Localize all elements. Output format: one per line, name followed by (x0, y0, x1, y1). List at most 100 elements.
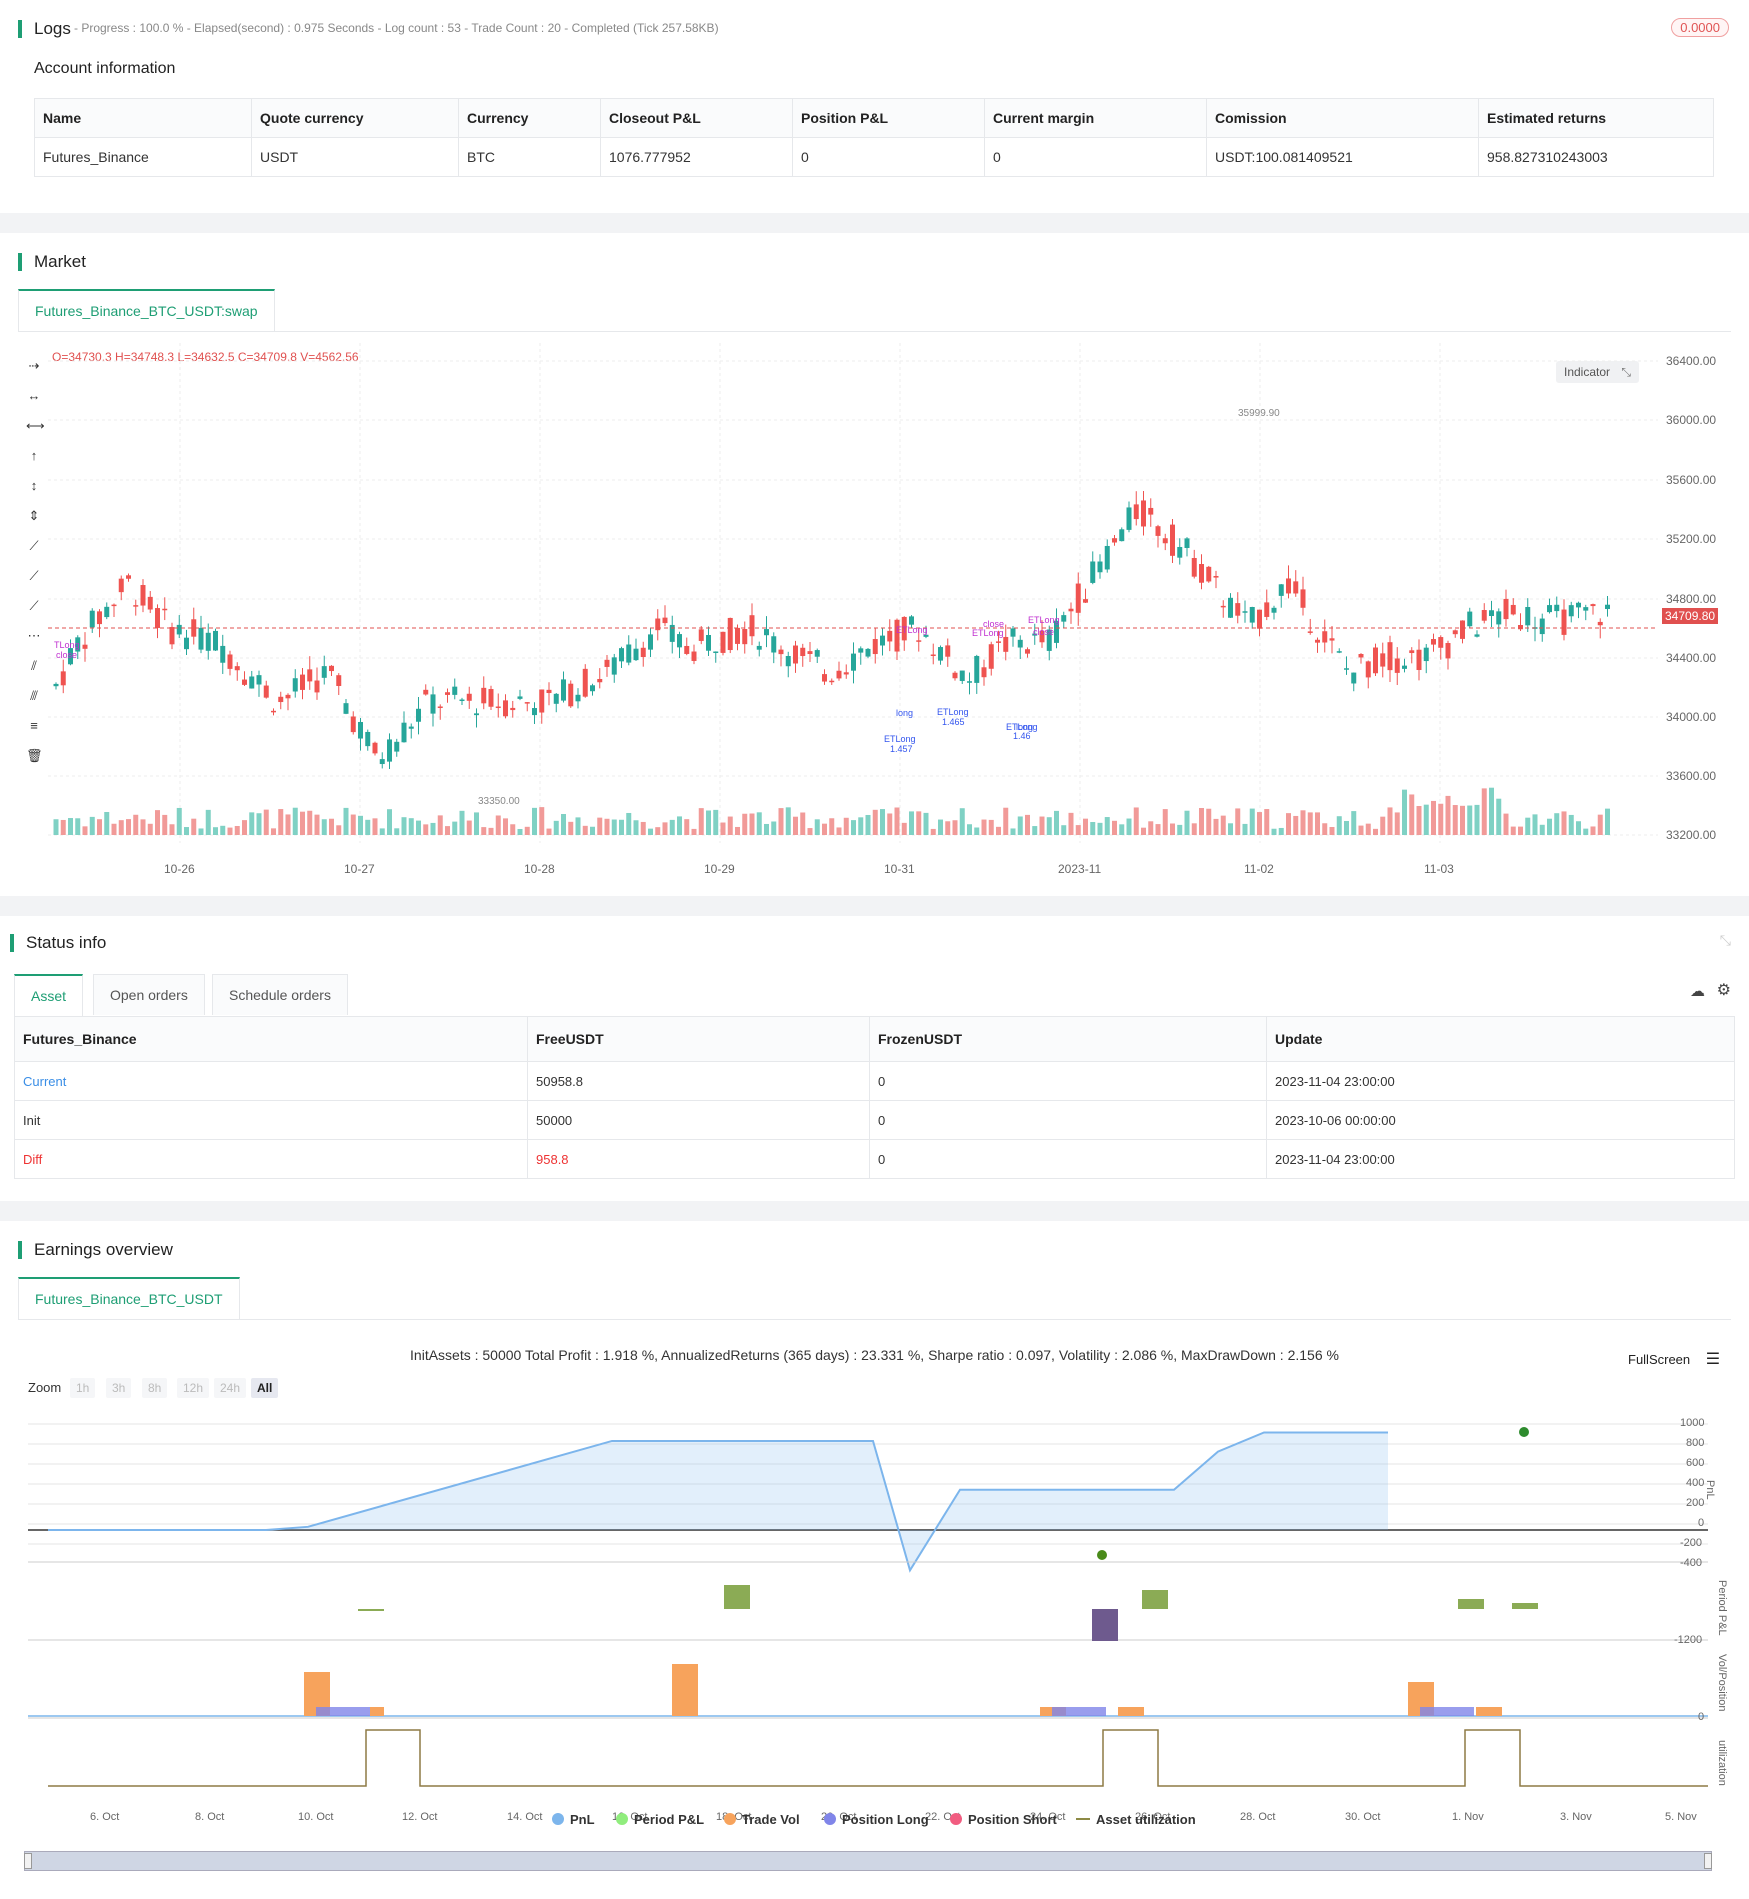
volume-bar (1329, 826, 1335, 835)
tab-open-orders[interactable]: Open orders (93, 974, 205, 1015)
earnings-tab[interactable]: Futures_Binance_BTC_USDT (18, 1277, 240, 1319)
candle-body (1054, 620, 1059, 643)
indicator-button[interactable]: Indicator ⤡ (1556, 361, 1639, 383)
candle-body (452, 686, 458, 695)
volume-bar (1220, 815, 1226, 835)
legend-position-long[interactable]: Position Long (824, 1812, 929, 1827)
account-info-title: Account information (34, 60, 176, 77)
candle-body (829, 680, 835, 683)
logs-title: Logs (18, 20, 71, 38)
candle-body (800, 647, 806, 657)
fibonacci-icon[interactable]: ⫻ (30, 688, 38, 703)
candle-body (343, 703, 349, 714)
volume-bar (1264, 809, 1270, 835)
price-tick: 34800.00 (1666, 592, 1717, 606)
candle-body (387, 739, 392, 762)
candle-body (611, 657, 617, 675)
legend-position-short[interactable]: Position Short (950, 1812, 1057, 1827)
volume-bar (974, 827, 980, 835)
volume-bar (423, 824, 429, 835)
zoom-8h-button[interactable]: 8h (142, 1378, 168, 1398)
candle-body (1344, 668, 1349, 670)
asset-table-header: Futures_Binance FreeUSDT FrozenUSDT Upda… (14, 1016, 1735, 1062)
zoom-1h-button[interactable]: 1h (70, 1378, 96, 1398)
navigator-handle-right[interactable] (1704, 1853, 1712, 1869)
vertical-line-icon[interactable]: ↕ (30, 478, 38, 493)
volume-bar (459, 810, 465, 835)
cloud-download-icon[interactable]: ☁ (1690, 983, 1705, 1000)
ray-line-icon[interactable]: ⟋ (29, 568, 39, 583)
parallel-channel-icon[interactable]: ⫽ (31, 658, 37, 673)
candlestick-chart[interactable]: 35999.90 33350.00 TLong close ETLong clo… (48, 343, 1658, 843)
price-tick: 33200.00 (1666, 828, 1717, 842)
volume-bar (553, 820, 559, 835)
candle-body (1561, 609, 1567, 635)
candle-body (53, 683, 59, 687)
price-tick: 33600.00 (1666, 769, 1717, 783)
vertical-ray-icon[interactable]: ↑ (30, 448, 38, 463)
candle-body (1416, 649, 1422, 671)
volume-bar (930, 828, 936, 835)
candle-body (568, 683, 574, 707)
volume-bar (923, 812, 929, 835)
price-line-icon[interactable]: ⋯ (27, 628, 41, 643)
table-row: Current 50958.8 0 2023-11-04 23:00:00 (14, 1061, 1735, 1101)
legend-pnl[interactable]: PnL (552, 1812, 595, 1827)
fib-lines-icon[interactable]: ≡ (30, 718, 38, 733)
volume-bar (1590, 826, 1596, 835)
candle-body (176, 624, 182, 635)
extended-line-icon[interactable]: ⟋ (29, 598, 39, 613)
candle-body (1481, 610, 1487, 621)
volume-bar (996, 826, 1001, 835)
trash-icon[interactable]: 🗑 (26, 748, 43, 763)
volume-bar (336, 825, 342, 835)
candle-body (945, 645, 951, 657)
tab-asset[interactable]: Asset (14, 974, 84, 1016)
earnings-chart[interactable] (28, 1410, 1718, 1830)
zoom-all-button[interactable]: All (251, 1378, 279, 1398)
market-tab[interactable]: Futures_Binance_BTC_USDT:swap (18, 289, 275, 331)
volume-bar (785, 807, 791, 835)
volume-bar (234, 825, 240, 835)
navigator-scrollbar[interactable] (24, 1851, 1712, 1871)
settings-icon[interactable]: ⚙ (1716, 982, 1731, 999)
time-tick: 24. Oct (1030, 1811, 1066, 1823)
col-margin: Current margin (984, 98, 1207, 138)
zoom-12h-button[interactable]: 12h (177, 1378, 210, 1398)
trade-vol-bar (1118, 1707, 1144, 1716)
collapse-icon[interactable]: ⤡ (1719, 932, 1731, 948)
volume-bar (416, 820, 421, 835)
candle-body (1170, 524, 1175, 556)
candle-body (974, 655, 980, 683)
legend-period-pnl[interactable]: Period P&L (616, 1812, 704, 1827)
candle-body (720, 631, 726, 653)
trend-line-icon[interactable]: ⟋ (29, 538, 39, 553)
fullscreen-button[interactable]: FullScreen ☰ (1628, 1349, 1720, 1369)
candle-body (329, 665, 334, 672)
legend-trade-vol[interactable]: Trade Vol (724, 1812, 800, 1827)
cell: 0 (984, 137, 1207, 177)
zoom-24h-button[interactable]: 24h (214, 1378, 247, 1398)
volume-bar (756, 812, 762, 835)
volume-bar (1532, 814, 1538, 835)
volume-bar (952, 820, 958, 835)
horizontal-ray-icon[interactable]: ⇢ (28, 358, 40, 373)
candle-body (807, 651, 813, 655)
volume-bar (118, 820, 124, 835)
volume-bar (292, 807, 298, 835)
candle-body (1402, 665, 1407, 669)
cell: 2023-10-06 00:00:00 (1266, 1100, 1735, 1140)
market-title: Market (18, 253, 86, 271)
navigator-handle-left[interactable] (24, 1853, 32, 1869)
volume-bar (278, 809, 284, 835)
tab-schedule-orders[interactable]: Schedule orders (212, 974, 348, 1015)
horizontal-segment-icon[interactable]: ⟷ (26, 418, 45, 433)
volume-bar (1242, 823, 1248, 835)
candle-body (1329, 638, 1335, 641)
candle-body (865, 648, 871, 657)
vertical-segment-icon[interactable]: ⇕ (28, 508, 40, 523)
candle-body (1510, 604, 1516, 615)
horizontal-line-icon[interactable]: ↔ (27, 388, 41, 403)
legend-asset-utilization[interactable]: Asset utilization (1076, 1812, 1196, 1827)
zoom-3h-button[interactable]: 3h (106, 1378, 132, 1398)
